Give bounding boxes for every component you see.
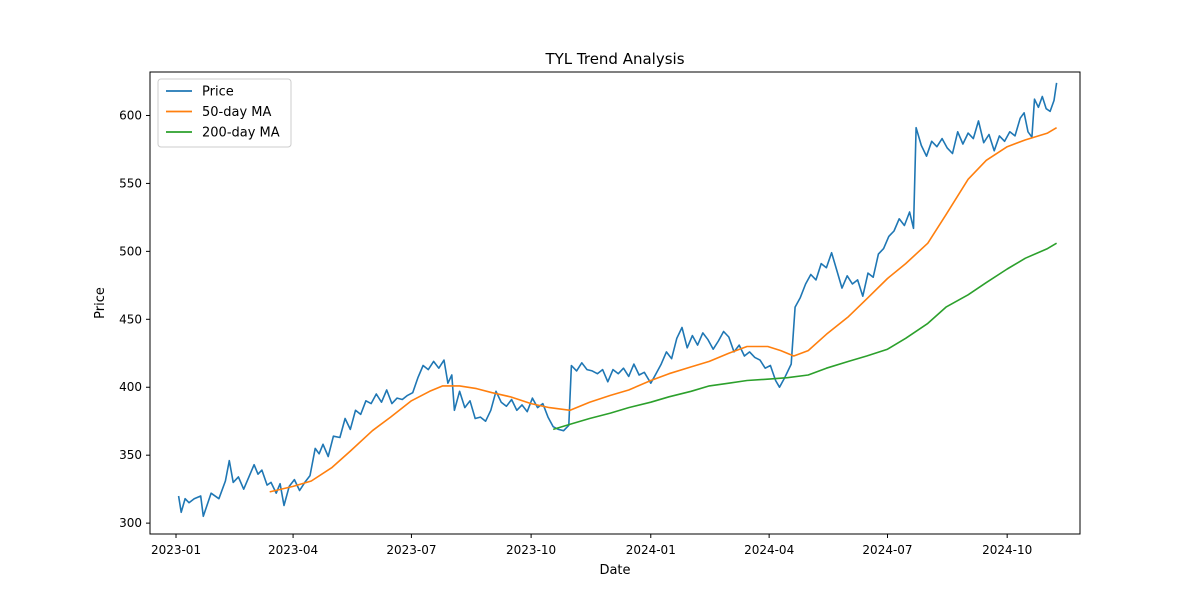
y-tick-label: 300 (119, 516, 142, 530)
y-tick-label: 550 (119, 176, 142, 190)
x-axis: 2023-01 2023-04 2023-07 2023-10 2024-01 2024-… (151, 534, 1032, 557)
legend-label-200-day-ma: 200-day MA (202, 126, 280, 141)
y-tick-label: 400 (119, 380, 142, 394)
y-tick-label: 350 (119, 448, 142, 462)
series-line-price (177, 82, 1058, 518)
chart-title: TYL Trend Analysis (544, 50, 684, 68)
x-tick-label: 2024-07 (862, 543, 912, 557)
y-tick-label: 500 (119, 244, 142, 258)
x-tick-label: 2023-10 (506, 543, 556, 557)
y-axis-label: Price (93, 287, 108, 319)
plot-frame (149, 71, 1081, 535)
y-axis: 300 350 400 450 500 550 600 (119, 108, 150, 530)
x-tick-label: 2023-07 (386, 543, 436, 557)
x-tick-label: 2024-01 (626, 543, 676, 557)
x-axis-label: Date (599, 563, 630, 578)
x-tick-label: 2023-01 (151, 543, 201, 557)
legend-label-50-day-ma: 50-day MA (202, 105, 271, 120)
plot-series-group (177, 82, 1058, 518)
y-tick-label: 600 (119, 108, 142, 122)
y-tick-label: 450 (119, 312, 142, 326)
x-tick-label: 2024-10 (982, 543, 1032, 557)
series-line-200-day-ma (552, 242, 1058, 431)
x-tick-label: 2023-04 (268, 543, 318, 557)
legend-box (157, 78, 292, 148)
legend-label-price: Price (202, 85, 234, 100)
series-line-50-day-ma (269, 127, 1058, 493)
legend: Price 50-day MA 200-day MA (157, 78, 292, 148)
x-tick-label: 2024-04 (744, 543, 794, 557)
